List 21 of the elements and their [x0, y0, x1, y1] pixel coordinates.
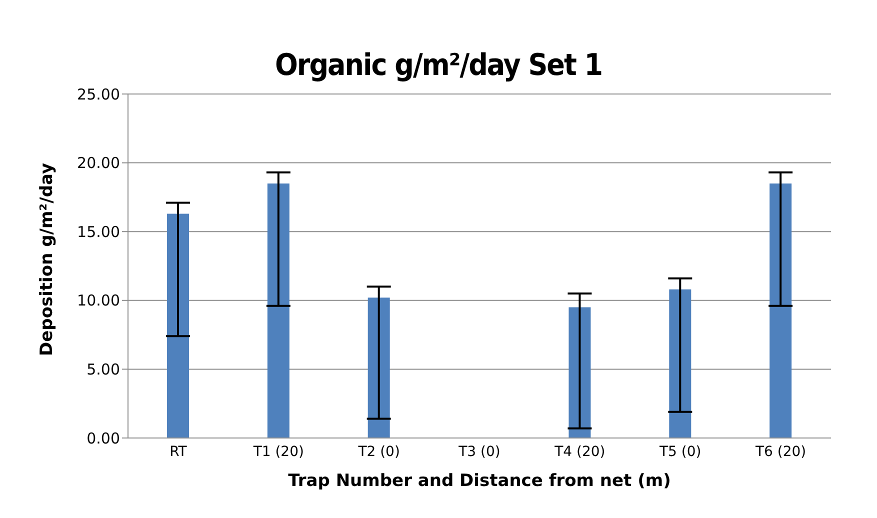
x-tick-label: RT	[170, 444, 188, 460]
x-tick-label: T6 (20)	[754, 444, 806, 460]
bar	[669, 289, 692, 438]
x-axis-title: Trap Number and Distance from net (m)	[288, 471, 671, 491]
bar	[167, 214, 189, 438]
y-tick-label: 10.00	[77, 292, 120, 310]
y-tick-label: 20.00	[77, 154, 120, 172]
bar	[267, 183, 290, 438]
bar	[568, 307, 591, 438]
x-tick-label: T4 (20)	[554, 444, 606, 460]
x-tick-label: T2 (0)	[357, 444, 400, 460]
y-tick-label: 5.00	[86, 360, 120, 379]
y-axis-title: Deposition g/m²/day	[37, 162, 58, 356]
y-tick-label: 25.00	[77, 85, 120, 104]
x-tick-label: T1 (20)	[252, 444, 304, 460]
x-tick-label: T3 (0)	[458, 444, 500, 460]
y-tick-label: 15.00	[77, 222, 120, 241]
chart-title: Organic g/m²/day Set 1	[274, 48, 604, 83]
y-tick-label: 0.00	[86, 429, 120, 448]
x-tick-label: T5 (0)	[658, 444, 702, 460]
bar	[770, 183, 792, 438]
